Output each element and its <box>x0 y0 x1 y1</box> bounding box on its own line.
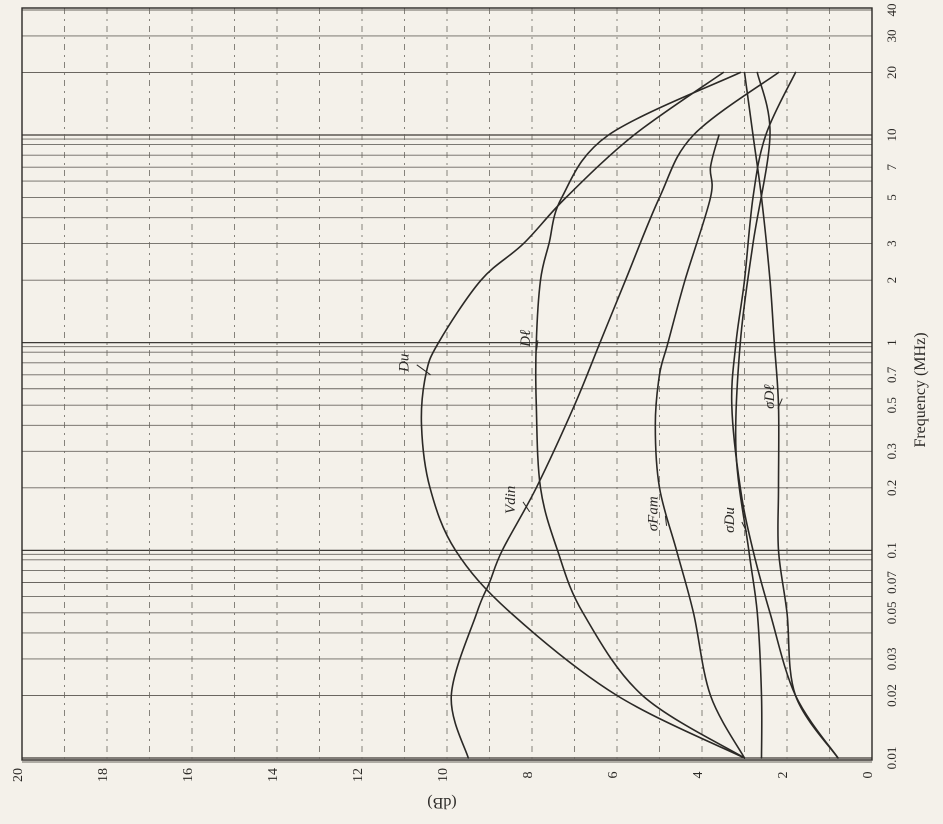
annotation-label: σFam <box>645 496 661 531</box>
y-tick-label: 10 <box>436 768 451 782</box>
annotation: σDu <box>722 507 748 533</box>
annotation-leader <box>522 501 531 513</box>
x-tick-label: 5 <box>884 194 899 201</box>
annotation-leader <box>777 398 783 409</box>
annotation-label: σDu <box>722 507 738 533</box>
y-axis-label: (dB) <box>427 794 456 811</box>
series-line-du <box>420 71 746 759</box>
series-line-d <box>743 71 839 759</box>
x-tick-label: 0.07 <box>884 571 899 594</box>
series-line-unlabeled-6 <box>734 71 771 759</box>
y-tick-label: 6 <box>606 772 621 779</box>
series-layer <box>420 71 839 759</box>
y-tick-labels: 20 18 16 14 12 10 8 6 4 2 0 <box>11 768 876 782</box>
annotation-leader <box>416 364 431 376</box>
annotation-leader <box>536 340 539 351</box>
annotation: Dℓ <box>518 330 539 351</box>
x-tick-label: 2 <box>884 277 899 284</box>
annotation: Vdin <box>503 486 531 514</box>
x-tick-label: 0.01 <box>884 747 899 770</box>
annotation: σDℓ <box>762 384 783 409</box>
annotation: σFam <box>645 496 668 531</box>
x-tick-label: 0.02 <box>884 684 899 707</box>
x-tick-label: 1 <box>884 339 899 346</box>
x-tick-label: 0.2 <box>884 480 899 496</box>
y-tick-label: 16 <box>181 768 196 782</box>
x-tick-label: 30 <box>884 29 899 42</box>
x-tick-label: 7 <box>884 163 899 170</box>
series-line-fam <box>654 134 746 759</box>
x-tick-label: 0.3 <box>884 443 899 459</box>
x-tick-label: 20 <box>884 66 899 79</box>
grid <box>22 8 872 763</box>
x-axis-label: Frequency (MHz) <box>912 332 929 447</box>
annotation-label: σDℓ <box>762 384 778 408</box>
x-tick-label: 40 <box>884 4 899 17</box>
x-tick-label: 0.1 <box>884 542 899 558</box>
annotation-leader <box>741 521 748 533</box>
y-tick-label: 8 <box>521 772 536 779</box>
x-tick-labels: 0.01 0.02 0.03 0.05 0.07 0.1 0.2 0.3 0.5 0.7 1 2 3 5 7… <box>884 4 899 770</box>
annotation: Du <box>397 354 431 376</box>
annotation-label: Dℓ <box>518 330 534 348</box>
annotation-label: Du <box>397 354 413 373</box>
x-tick-label: 10 <box>884 129 899 142</box>
x-tick-label: 0.05 <box>884 601 899 624</box>
plot-frame <box>21 7 873 761</box>
series-line-du <box>730 71 839 759</box>
series-line-vdin <box>450 71 780 759</box>
y-tick-label: 12 <box>351 768 366 782</box>
x-tick-label: 3 <box>884 240 899 247</box>
y-tick-label: 2 <box>776 772 791 779</box>
y-tick-label: 20 <box>11 768 26 782</box>
y-tick-label: 14 <box>266 768 281 782</box>
x-tick-label: 0.5 <box>884 397 899 413</box>
series-line-d <box>534 71 746 759</box>
annotation-label: Vdin <box>503 486 519 514</box>
annotation-layer: Du Dℓ Vdin σFam σDu σDℓ <box>397 330 783 533</box>
y-tick-label: 18 <box>96 768 111 782</box>
x-tick-label: 0.03 <box>884 648 899 671</box>
y-tick-label: 0 <box>861 772 876 779</box>
y-tick-label: 4 <box>691 772 706 779</box>
annotation-leader <box>664 515 668 526</box>
x-tick-label: 0.7 <box>884 366 899 383</box>
